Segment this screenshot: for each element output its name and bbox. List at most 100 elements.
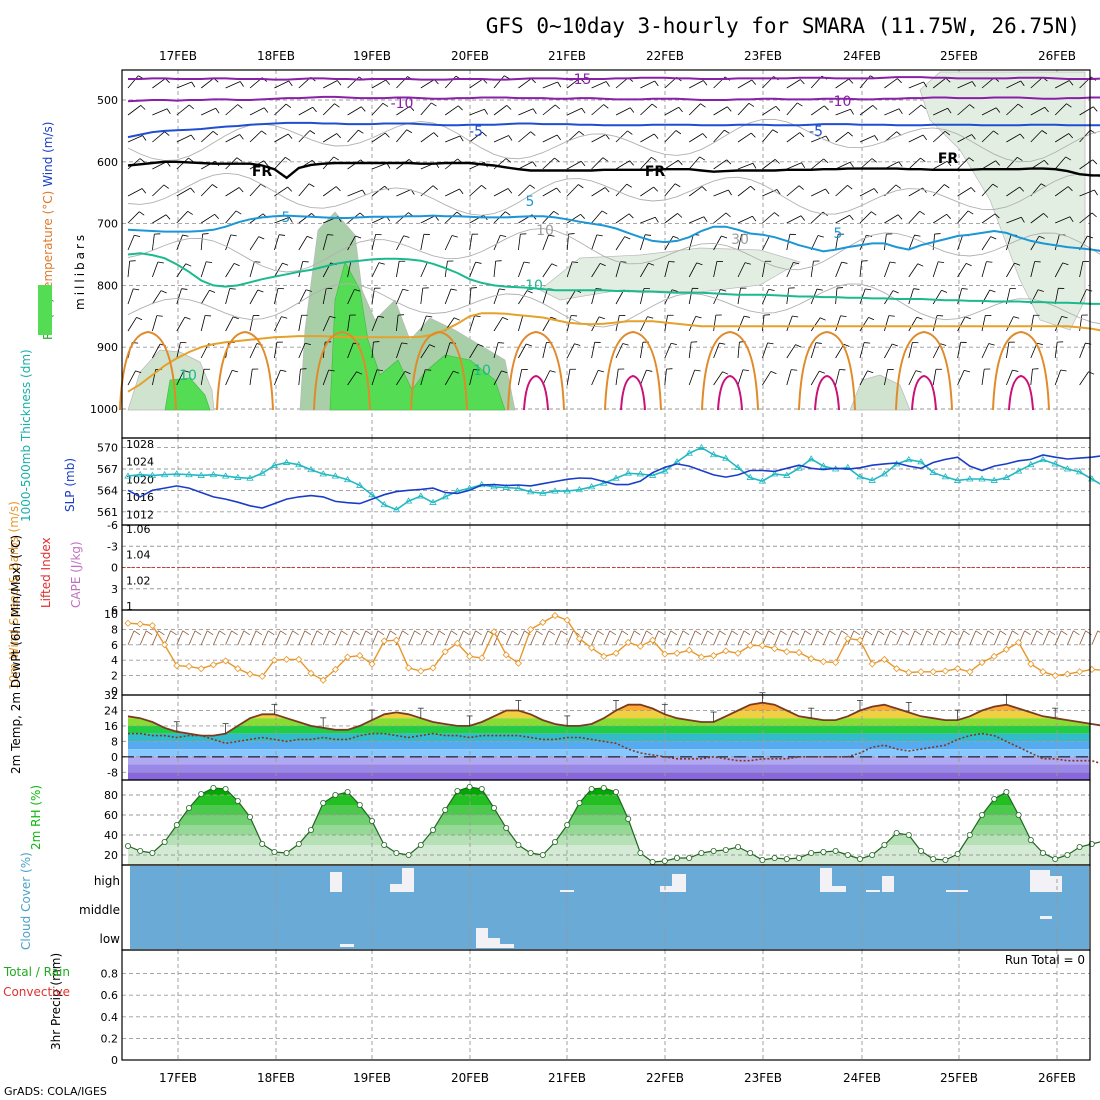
rh-marker <box>893 830 900 837</box>
contour-label: -5 <box>469 124 483 140</box>
wind-speed-marker <box>356 652 364 660</box>
wind-barb-flag <box>672 235 679 239</box>
wind-barb <box>152 290 162 305</box>
surface-wind-barb-flag <box>450 630 458 636</box>
wind-barb-flag <box>580 160 586 167</box>
wind-barb <box>640 370 647 386</box>
surface-wind-barb <box>237 630 245 645</box>
wind-barb-flag <box>629 160 634 166</box>
wind-barb-flag <box>849 214 854 221</box>
wind-barb-flag <box>1069 216 1074 223</box>
wind-barb <box>688 133 703 143</box>
surface-wind-barb-flag <box>1085 630 1092 636</box>
wind-barb-flag <box>362 189 366 196</box>
wind-barb-flag <box>695 315 702 319</box>
day-label-bottom: 21FEB <box>548 1071 586 1085</box>
thickness-marker <box>258 469 266 476</box>
surface-wind-barb <box>310 630 318 645</box>
wind-speed-marker <box>856 636 864 644</box>
wind-barb-flag <box>554 157 560 163</box>
wind-barb-flag <box>923 81 928 88</box>
wind-barb <box>396 189 412 197</box>
wind-speed-marker <box>893 665 901 673</box>
wind-speed-marker <box>624 638 632 647</box>
wind-barb-flag <box>498 342 505 344</box>
wind-barb <box>762 105 777 116</box>
wind-barb <box>152 184 165 197</box>
contour-label: 5 <box>834 226 843 242</box>
wind-barb-flag <box>703 216 708 223</box>
rh-marker <box>991 796 998 803</box>
thickness-marker <box>722 454 730 461</box>
y-tick-rh: 80 <box>104 789 118 802</box>
wind-barb-flag <box>675 130 682 135</box>
rh-marker <box>466 784 473 791</box>
rh-marker <box>918 848 925 855</box>
temp-contour-20 <box>410 330 468 411</box>
surface-wind-barb-flag <box>328 630 336 636</box>
series-line-2m-temp <box>127 701 1100 737</box>
wind-barb-flag <box>401 342 408 345</box>
surface-wind-barb <box>591 630 598 645</box>
wind-barb-flag <box>938 261 945 264</box>
surface-wind-barb <box>603 630 611 645</box>
wind-speed-marker <box>880 655 888 663</box>
wind-barb-flag <box>165 214 171 220</box>
wind-barb <box>127 75 139 89</box>
wind-barb <box>688 288 693 305</box>
wind-barb <box>396 129 407 143</box>
wind-barb-flag <box>647 316 654 319</box>
wind-barb <box>493 288 500 305</box>
wind-barb <box>1030 130 1043 143</box>
wind-barb-flag <box>551 263 558 267</box>
wind-barb-flag <box>724 129 730 134</box>
surface-wind-barb-flag <box>560 630 568 636</box>
wind-barb <box>1006 262 1015 278</box>
surface-wind-barb <box>371 630 379 645</box>
wind-barb <box>200 184 213 197</box>
wind-barb <box>347 159 361 170</box>
wind-barb-flag <box>801 162 806 169</box>
wind-barb <box>225 263 235 278</box>
rh-marker <box>881 842 888 849</box>
wind-barb-flag <box>429 344 436 348</box>
wind-barb-flag <box>598 316 605 320</box>
temp-contour-minus15 <box>128 76 1100 81</box>
wind-barb <box>298 130 311 143</box>
wind-barb <box>127 211 140 224</box>
wind-barb-flag <box>502 317 509 321</box>
rh-marker <box>246 814 253 821</box>
rh-marker <box>869 852 876 859</box>
surface-wind-barb <box>957 630 964 645</box>
surface-wind-barb <box>1079 630 1086 645</box>
wind-barb-flag <box>653 186 659 192</box>
wind-barb-flag <box>944 130 951 136</box>
y-tick-cape: 1.02 <box>126 574 151 587</box>
wind-speed-marker <box>941 667 949 675</box>
wind-barb <box>591 104 604 116</box>
wind-barb <box>762 342 768 359</box>
surface-wind-barb-flag <box>280 630 287 636</box>
wind-barb <box>859 158 873 170</box>
wind-barb-flag <box>800 215 805 221</box>
wind-barb-flag <box>701 186 707 192</box>
rh-marker <box>259 841 266 848</box>
surface-wind-barb-flag <box>1012 630 1019 636</box>
wind-barb <box>249 289 259 305</box>
wind-barb <box>1054 186 1069 197</box>
wind-barb <box>1006 234 1012 251</box>
surface-wind-barb-flag <box>633 630 641 636</box>
wind-barb <box>444 211 458 224</box>
wind-barb <box>981 343 990 359</box>
wind-barb <box>225 234 232 251</box>
rh-marker <box>564 822 571 829</box>
wind-barb <box>225 316 234 332</box>
rh-shading <box>919 71 1086 331</box>
wind-speed-marker <box>441 648 449 656</box>
surface-wind-barb-flag <box>353 630 360 636</box>
wind-barb <box>1079 261 1084 278</box>
wind-barb-flag <box>722 371 729 375</box>
wind-barb-flag <box>501 370 508 374</box>
wind-barb-flag <box>402 288 409 292</box>
wind-barb <box>298 106 313 116</box>
